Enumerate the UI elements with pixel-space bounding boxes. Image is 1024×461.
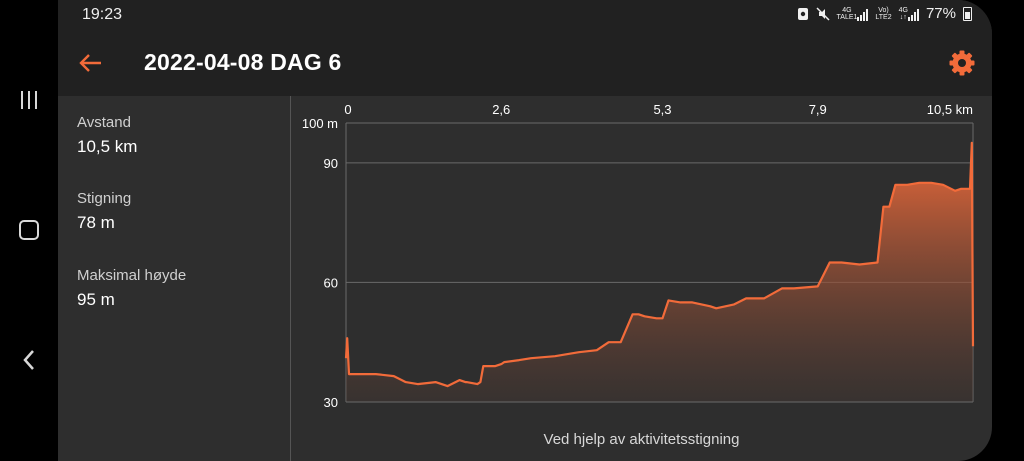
4g-data-icon: 4G ↓↑ [899, 7, 919, 21]
stat-value: 95 m [77, 290, 115, 309]
page-title: 2022-04-08 DAG 6 [144, 49, 342, 75]
y-tick-label: 30 [324, 395, 338, 410]
stat-label: Stigning [77, 190, 132, 207]
home-button[interactable] [0, 210, 58, 250]
x-tick-label: 0 [344, 102, 351, 117]
y-tick-label: 60 [324, 275, 338, 290]
battery-icon [963, 6, 972, 21]
status-bar: 19:23 4G TALE1 Vo) LTE2 4G ↓↑ 77% [58, 0, 992, 30]
home-icon [19, 220, 39, 240]
mute-icon [815, 6, 830, 21]
elevation-chart: 100 m 90 60 30 0 2,6 5,3 7,9 10,5 km Ved hjelp a… [291, 96, 992, 461]
x-tick-label: 10,5 km [927, 102, 973, 117]
app-screen: 19:23 4G TALE1 Vo) LTE2 4G ↓↑ 77% 2022-04-0… [58, 0, 992, 461]
sim2-tag-bottom: LTE2 [875, 13, 892, 21]
volte-signal-icon: Vo) LTE2 [875, 7, 891, 21]
panel-divider [290, 96, 291, 461]
recents-button[interactable] [0, 80, 58, 120]
system-back-button[interactable] [0, 340, 58, 380]
status-icons: 4G TALE1 Vo) LTE2 4G ↓↑ 77% [797, 5, 972, 22]
stat-max-elevation: Maksimal høyde 95 m [77, 267, 186, 310]
x-tick-label: 5,3 [653, 102, 671, 117]
stat-ascent: Stigning 78 m [77, 190, 131, 233]
x-tick-label: 2,6 [492, 102, 510, 117]
stats-panel: Avstand 10,5 km Stigning 78 m Maksimal h… [58, 96, 290, 461]
battery-percent: 77% [925, 5, 956, 22]
stat-value: 78 m [77, 213, 115, 232]
status-time: 19:23 [82, 6, 123, 23]
gear-icon[interactable] [948, 49, 976, 77]
chart-caption: Ved hjelp av aktivitetsstigning [543, 431, 740, 448]
elevation-line [344, 141, 975, 388]
back-arrow-icon[interactable] [78, 50, 104, 76]
recents-icon [21, 91, 37, 109]
data-tag: 4G [898, 6, 908, 14]
chevron-left-icon [23, 350, 34, 370]
4g-signal-icon: 4G TALE1 [837, 7, 869, 21]
screenshot-icon [797, 7, 808, 20]
stat-label: Maksimal høyde [77, 267, 187, 284]
app-bar: 2022-04-08 DAG 6 [58, 30, 992, 96]
stat-value: 10,5 km [77, 137, 138, 156]
sim1-tag-bottom: TALE1 [836, 13, 858, 21]
elevation-chart-svg: 100 m 90 60 30 0 2,6 5,3 7,9 10,5 km [302, 102, 975, 410]
system-nav-bar [0, 0, 58, 461]
stat-label: Avstand [77, 114, 131, 131]
sim1-tag-top: 4G [842, 6, 852, 14]
elevation-area [346, 142, 973, 402]
y-tick-label: 90 [324, 156, 338, 171]
stat-distance: Avstand 10,5 km [77, 114, 137, 157]
sim2-tag-top: Vo) [878, 6, 889, 14]
x-tick-label: 7,9 [809, 102, 827, 117]
y-tick-label: 100 m [302, 116, 338, 131]
